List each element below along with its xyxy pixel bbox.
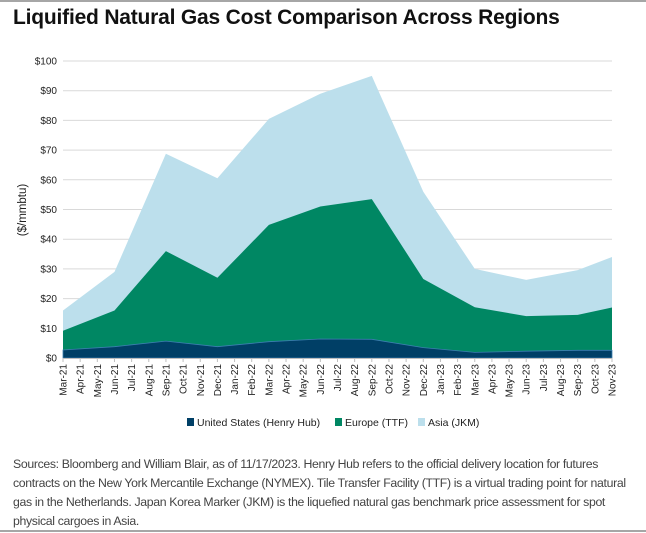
legend-label: United States (Henry Hub) [197, 417, 320, 429]
y-tick-label: $40 [40, 235, 57, 246]
bottom-rule [0, 530, 646, 532]
x-tick-label: Apr-21 [76, 364, 87, 394]
y-tick-label: $80 [40, 116, 57, 127]
x-tick-label: Jan-22 [230, 364, 241, 395]
legend-label: Asia (JKM) [428, 417, 479, 429]
x-tick-label: Mar-21 [59, 364, 70, 396]
area-europe-ttf [63, 199, 612, 358]
y-tick-label: $100 [35, 57, 58, 68]
x-tick-label: Oct-22 [385, 364, 396, 394]
y-tick-label: $90 [40, 86, 57, 97]
x-tick-label: Oct-23 [590, 364, 601, 394]
legend-label: Europe (TTF) [345, 417, 408, 429]
x-tick-label: Jan-23 [436, 364, 447, 395]
y-tick-label: $50 [40, 205, 57, 216]
x-tick-label: Jun-22 [316, 364, 327, 395]
x-tick-label: Nov-21 [196, 364, 207, 397]
y-tick-label: $10 [40, 324, 57, 335]
x-tick-label: Feb-22 [247, 364, 258, 396]
x-tick-label: Dec-22 [419, 364, 430, 397]
legend-swatch [335, 418, 342, 426]
area-united-states-henry-hub [62, 338, 613, 359]
chart-title: Liquified Natural Gas Cost Comparison Ac… [13, 6, 560, 29]
x-tick-label: Mar-23 [470, 364, 481, 396]
legend-swatch [418, 418, 425, 426]
footnote: Sources: Bloomberg and William Blair, as… [13, 457, 626, 528]
y-axis-label: ($/mmbtu) [17, 184, 29, 237]
x-tick-label: Sep-23 [573, 364, 584, 397]
y-tick-label: $30 [40, 264, 57, 275]
x-tick-label: May-22 [299, 364, 310, 398]
x-tick-label: Apr-23 [487, 364, 498, 394]
x-tick-label: Dec-21 [213, 364, 224, 397]
x-tick-label: Feb-23 [453, 364, 464, 396]
y-tick-label: $70 [40, 146, 57, 157]
legend-swatch [187, 418, 194, 426]
x-tick-label: Jun-21 [110, 364, 121, 395]
x-tick-label: Sep-21 [161, 364, 172, 397]
chart-area: $0 $10 $20 $30 $40 $50 $60 $70 $80 $90 $100 ($/mmbt… [17, 57, 619, 430]
x-tick-label: May-23 [505, 364, 516, 398]
x-tick-label: Aug-22 [350, 364, 361, 397]
x-tick-label: Nov-23 [608, 364, 619, 397]
y-tick-label: $0 [46, 354, 58, 365]
x-tick-label: Jul-23 [539, 364, 550, 392]
y-tick-label: $20 [40, 294, 57, 305]
x-tick-label: May-21 [93, 364, 104, 398]
x-tick-label: Oct-21 [179, 364, 190, 394]
x-tick-label: Apr-22 [282, 364, 293, 394]
x-tick-label: Sep-22 [367, 364, 378, 397]
x-tick-label: Mar-22 [264, 364, 275, 396]
y-tick-label: $60 [40, 175, 57, 186]
x-tick-label: Nov-22 [402, 364, 413, 397]
x-tick-label: Aug-21 [144, 364, 155, 397]
top-rule [0, 0, 646, 2]
x-tick-label: Aug-23 [556, 364, 567, 397]
x-tick-label: Jul-22 [333, 364, 344, 392]
x-tick-label: Jun-23 [522, 364, 533, 395]
x-tick-label: Jul-21 [127, 364, 138, 392]
